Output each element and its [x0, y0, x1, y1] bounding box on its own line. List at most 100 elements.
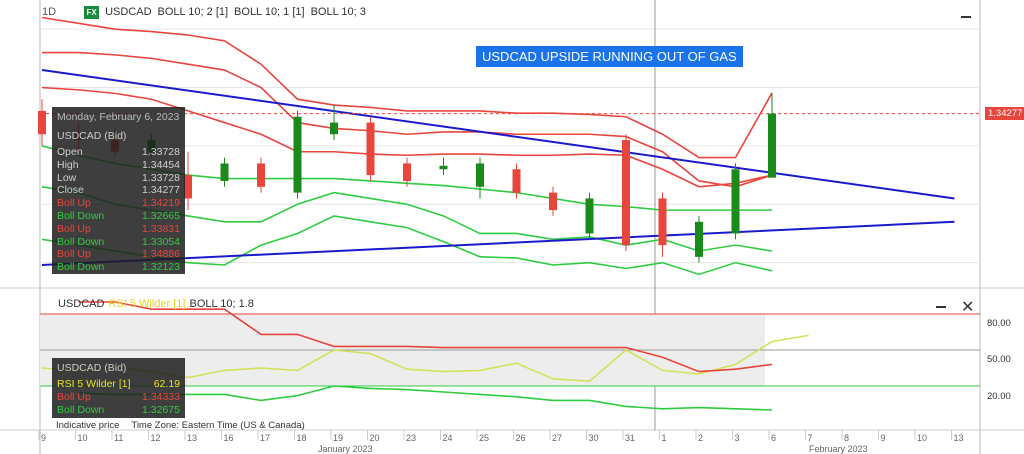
- indicator-label-boll-2[interactable]: BOLL 10; 2 [1]: [157, 6, 229, 18]
- rsi-boll-label[interactable]: BOLL 10; 1.8: [189, 298, 254, 310]
- tooltip-value: 1.33728: [142, 146, 180, 158]
- candle-bearish: [658, 198, 667, 246]
- tooltip-row: Low 1.33728: [57, 172, 180, 185]
- trendline-0: [41, 69, 955, 200]
- x-tick-label: 19: [333, 433, 344, 443]
- x-tick-label: 13: [187, 433, 198, 443]
- rsi-tooltip-value: 1.32675: [142, 403, 180, 416]
- x-tick-label: 16: [223, 433, 234, 443]
- tooltip-value: 1.33831: [142, 222, 180, 235]
- indicator-label-boll-3[interactable]: BOLL 10; 3: [310, 6, 366, 18]
- boll-1sd-upper-line: [41, 86, 773, 188]
- headline-banner: USDCAD UPSIDE RUNNING OUT OF GAS: [476, 46, 743, 67]
- x-tick-label: 12: [150, 433, 161, 443]
- tooltip-label: Boll Up: [57, 197, 91, 210]
- rsi-tooltip-value: 62.19: [153, 378, 180, 390]
- rsi-tooltip-row: Boll Down 1.32675: [57, 404, 180, 417]
- x-tick-label: 9: [41, 433, 47, 443]
- candle-bullish: [695, 221, 703, 257]
- tooltip-row: Close 1.34277: [57, 184, 180, 197]
- tooltip-row: Open 1.33728: [57, 146, 180, 159]
- x-tick-label: 8: [844, 433, 850, 443]
- trendline-1: [41, 220, 955, 266]
- x-tick-label: 18: [296, 433, 307, 443]
- x-tick-label: 9: [880, 433, 886, 443]
- x-tick-label: 20: [369, 433, 380, 443]
- rsi-tooltip-label: RSI 5 Wilder [1]: [57, 378, 131, 390]
- tooltip-value: 1.34277: [142, 184, 180, 197]
- candle-bearish: [366, 122, 375, 176]
- rsi-series-1: [78, 301, 773, 373]
- candle-bearish: [38, 110, 46, 135]
- symbol-label[interactable]: USDCAD: [105, 6, 152, 18]
- minimize-icon[interactable]: [961, 16, 971, 18]
- rsi-symbol-label[interactable]: USDCAD: [58, 298, 105, 310]
- indicative-price-note: Indicative price: [56, 420, 120, 431]
- candle-bearish: [257, 163, 265, 187]
- minimize-icon[interactable]: [936, 306, 946, 308]
- tooltip-value: 1.34886: [142, 248, 180, 261]
- candle-bullish: [293, 116, 302, 193]
- x-tick-label: 10: [77, 433, 88, 443]
- tooltip-label: Boll Up: [57, 248, 91, 261]
- x-tick-label: 23: [406, 433, 417, 443]
- rsi-tooltip-value: 1.34333: [142, 390, 180, 403]
- tooltip-rows: Open 1.33728 High 1.34454 Low 1.33728 Close 1.3…: [57, 146, 180, 274]
- candle-bullish: [439, 165, 448, 170]
- x-tick-label: 24: [442, 433, 453, 443]
- tooltip-date: Monday, February 6, 2023: [57, 111, 180, 123]
- tooltip-label: Close: [57, 184, 84, 197]
- indicator-label-boll-1[interactable]: BOLL 10; 1 [1]: [234, 6, 305, 18]
- x-tick-label: 7: [807, 433, 813, 443]
- x-tick-label: 27: [552, 433, 563, 443]
- tooltip-value: 1.34454: [142, 158, 180, 171]
- rsi-tooltip-label: Boll Down: [57, 403, 105, 416]
- footer: Indicative price Time Zone: Eastern Time…: [56, 420, 305, 431]
- tooltip-row: Boll Up 1.33831: [57, 223, 180, 236]
- candle-bearish: [403, 163, 411, 181]
- boll-3sd-upper-line: [41, 16, 773, 159]
- tooltip-row: Boll Down 1.33054: [57, 236, 180, 249]
- x-tick-label: 30: [588, 433, 599, 443]
- rsi-tooltip-rows: RSI 5 Wilder [1] 62.19 Boll Up 1.34333 Boll …: [57, 378, 180, 416]
- tooltip-row: Boll Up 1.34886: [57, 248, 180, 261]
- rsi-tooltip-row: Boll Up 1.34333: [57, 391, 180, 404]
- tooltip-value: 1.32665: [142, 209, 180, 222]
- timeframe-selector[interactable]: 1D: [42, 6, 57, 18]
- close-icon[interactable]: ✕: [961, 297, 975, 316]
- x-tick-label: 17: [260, 433, 271, 443]
- rsi-level-20: 20.00: [987, 391, 1011, 402]
- tooltip-row: Boll Up 1.34219: [57, 197, 180, 210]
- rsi-tooltip-label: Boll Up: [57, 390, 91, 403]
- x-tick-label: 6: [771, 433, 777, 443]
- candle-bullish: [476, 163, 484, 187]
- candle-bearish: [512, 169, 521, 193]
- rsi-level-50: 50.00: [987, 354, 1011, 365]
- month-label-february: February 2023: [809, 444, 868, 454]
- tooltip-value: 1.33728: [142, 171, 180, 184]
- tooltip-label: Low: [57, 171, 77, 184]
- x-tick-label: 25: [479, 433, 490, 443]
- rsi-level-80: 80.00: [987, 318, 1011, 329]
- rsi-header: USDCAD RSI 5 Wilder [1] BOLL 10; 1.8: [58, 298, 254, 310]
- last-price-tag: 1.34277: [985, 106, 1024, 120]
- x-tick-label: 3: [734, 433, 740, 443]
- x-tick-label: 13: [953, 433, 964, 443]
- tooltip-row: Boll Down 1.32123: [57, 261, 180, 274]
- ohlc-tooltip: Monday, February 6, 2023 USDCAD (Bid) Op…: [52, 107, 185, 274]
- timezone-note: Time Zone: Eastern Time (US & Canada): [131, 420, 305, 431]
- x-tick-label: 10: [917, 433, 928, 443]
- rsi-tooltip-row: RSI 5 Wilder [1] 62.19: [57, 378, 180, 391]
- candle-bullish: [731, 169, 740, 234]
- x-tick-label: 2: [698, 433, 704, 443]
- candle-bullish: [768, 113, 776, 178]
- tooltip-label: Boll Up: [57, 222, 91, 235]
- month-label-january: January 2023: [318, 444, 373, 454]
- tooltip-title: USDCAD (Bid): [57, 130, 127, 142]
- candle-bullish: [220, 163, 229, 181]
- tooltip-row: High 1.34454: [57, 159, 180, 172]
- rsi-series-2: [78, 385, 773, 411]
- chart-header: 1D FX USDCAD BOLL 10; 2 [1] BOLL 10; 1 […: [42, 4, 366, 20]
- rsi-indicator-label[interactable]: RSI 5 Wilder [1]: [108, 298, 186, 310]
- rsi-tooltip-title: USDCAD (Bid): [57, 362, 127, 374]
